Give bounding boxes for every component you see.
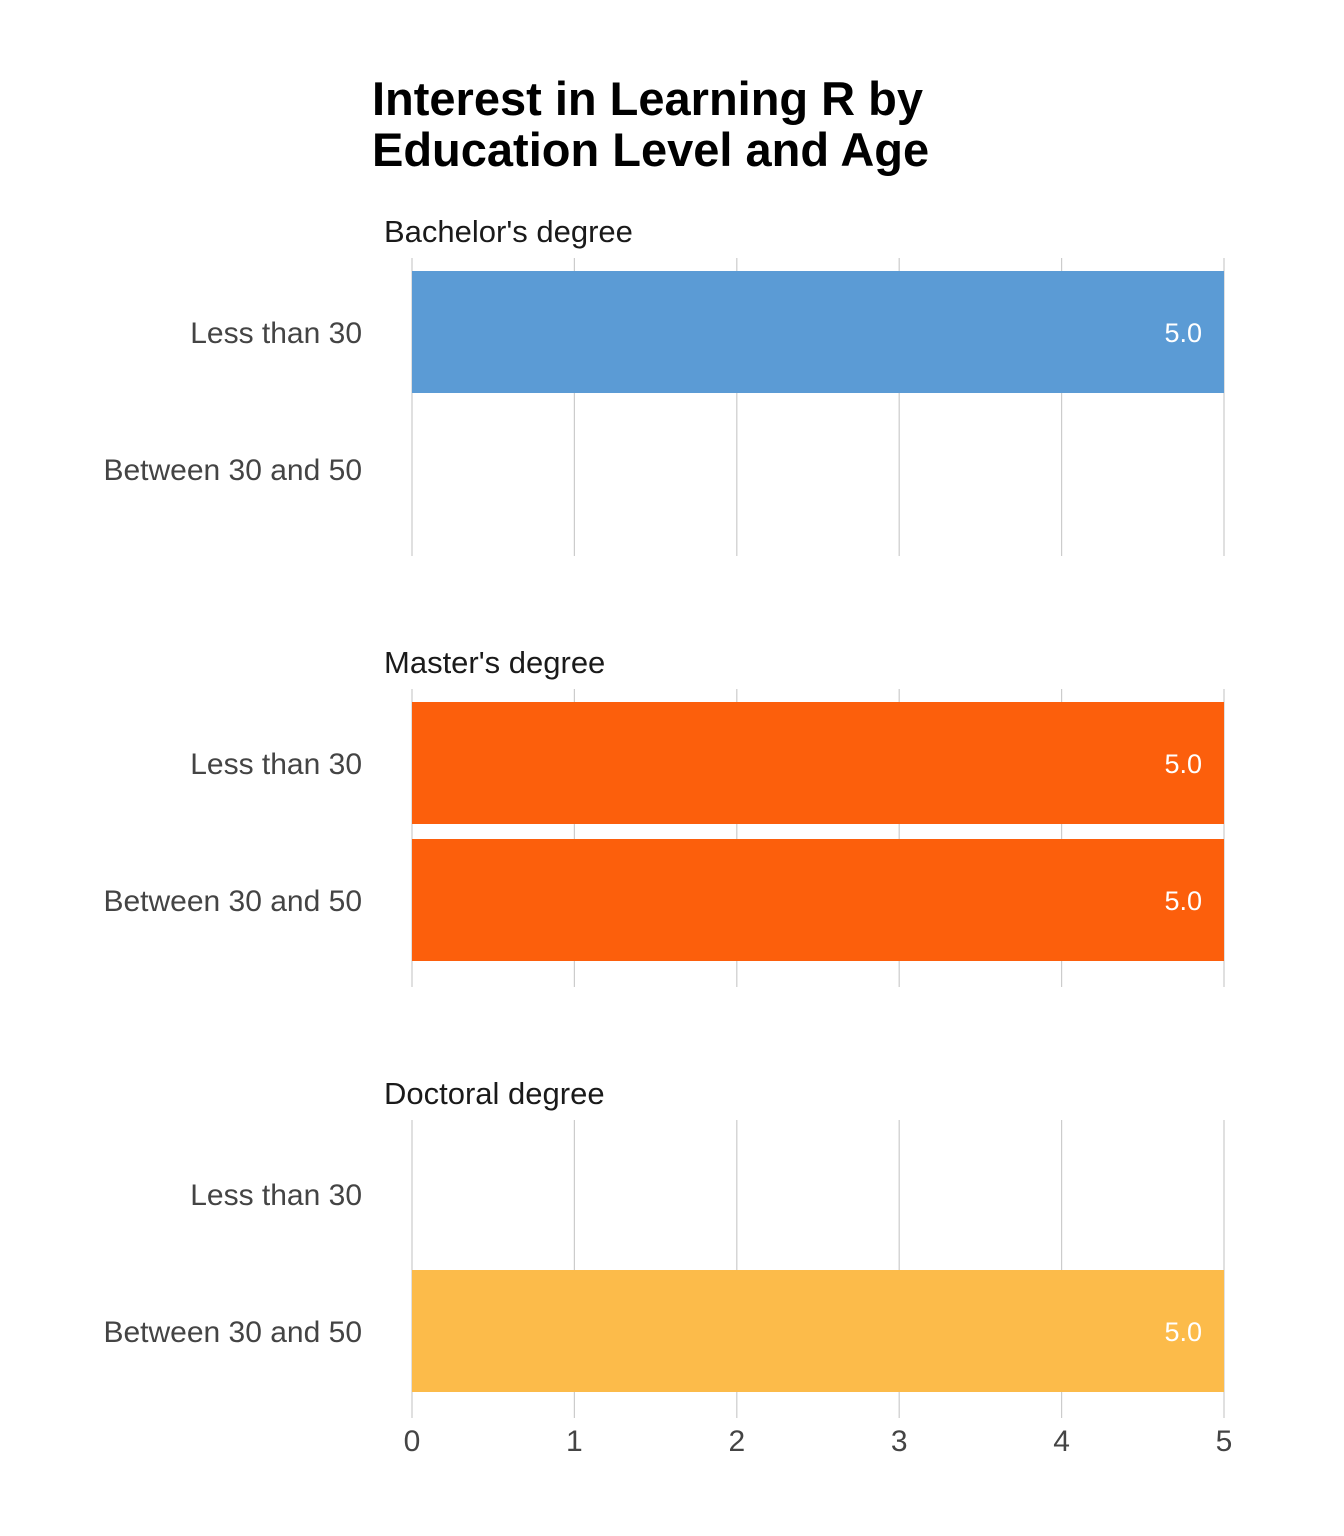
x-tick-label: 0: [404, 1425, 421, 1458]
x-axis: 0 1 2 3 4 5: [404, 1425, 1233, 1458]
bar-value-label: 5.0: [1164, 886, 1202, 916]
chart-title-line-2: Education Level and Age: [372, 123, 929, 176]
category-label: Less than 30: [190, 317, 362, 350]
panel-3: Doctoral degree Less than 30 Between 30 an…: [103, 1076, 1225, 1418]
panel-title: Master's degree: [384, 645, 605, 680]
panel-2: Master's degree Less than 30 5.0 Between 30…: [103, 645, 1225, 987]
category-label: Between 30 and 50: [103, 1316, 362, 1349]
x-tick-label: 1: [566, 1425, 583, 1458]
bar: [412, 839, 1224, 961]
bar: [412, 702, 1224, 824]
category-label: Between 30 and 50: [103, 885, 362, 918]
x-tick-label: 3: [891, 1425, 908, 1458]
chart-title: Interest in Learning R by Education Leve…: [372, 72, 936, 176]
bar-value-label: 5.0: [1164, 749, 1202, 779]
x-tick-label: 2: [728, 1425, 745, 1458]
panel-title: Bachelor's degree: [384, 214, 633, 249]
category-label: Less than 30: [190, 748, 362, 781]
bar-value-label: 5.0: [1164, 318, 1202, 348]
panel-title: Doctoral degree: [384, 1076, 605, 1111]
x-tick-label: 5: [1216, 1425, 1233, 1458]
chart-title-line-1: Interest in Learning R by: [372, 72, 923, 125]
bar: [412, 1270, 1224, 1392]
category-label: Between 30 and 50: [103, 454, 362, 487]
panel-1: Bachelor's degree Less than 30 5.0 Between …: [103, 214, 1225, 556]
category-label: Less than 30: [190, 1179, 362, 1212]
bar: [412, 271, 1224, 393]
x-tick-label: 4: [1053, 1425, 1070, 1458]
bar-value-label: 5.0: [1164, 1317, 1202, 1347]
chart-panels: Bachelor's degree Less than 30 5.0 Between …: [103, 214, 1225, 1418]
